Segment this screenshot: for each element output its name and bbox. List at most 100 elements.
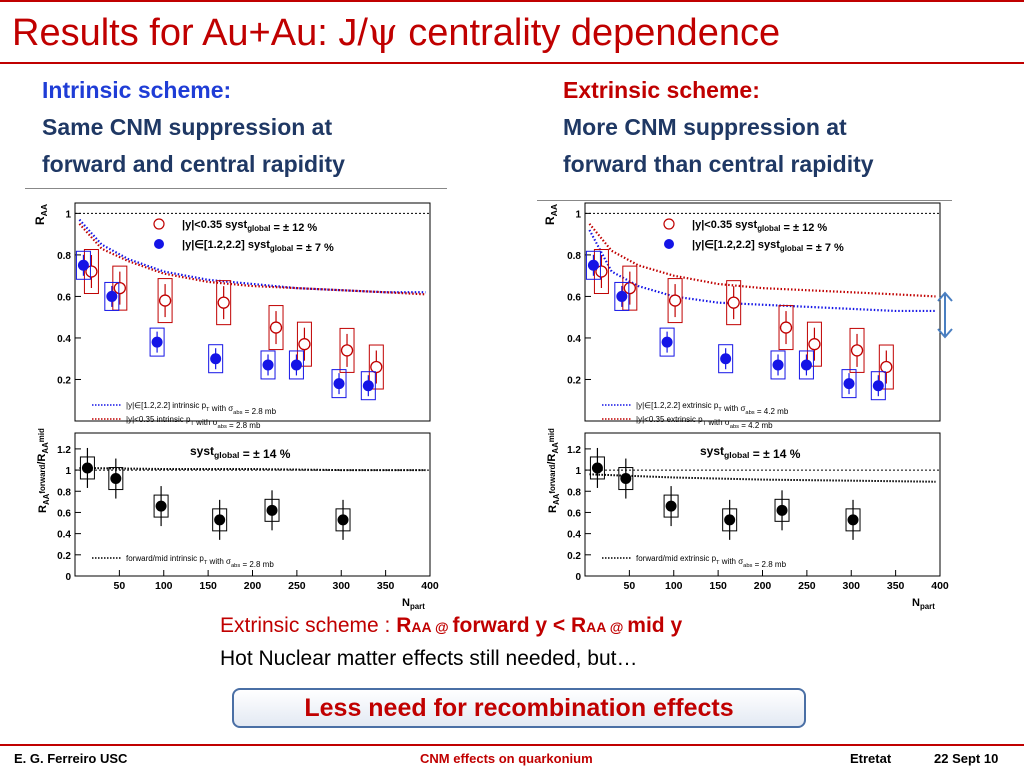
syst-box xyxy=(849,327,865,373)
data-point-forward xyxy=(333,378,345,390)
syst-box xyxy=(208,344,224,374)
y-tick-label: 0.4 xyxy=(57,530,71,541)
title-suffix: centrality dependence xyxy=(397,12,781,54)
legend-marker-forward xyxy=(664,239,674,249)
title-prefix: Results for Au+Au: J/ xyxy=(12,12,368,54)
y-tick-label: 0.2 xyxy=(57,551,71,562)
c-aa2: AA xyxy=(586,619,606,635)
x-tick-label: 250 xyxy=(798,580,816,592)
data-point-ratio xyxy=(847,514,859,526)
x-tick-label: 400 xyxy=(421,580,439,592)
syst-box xyxy=(216,280,232,326)
top-frame xyxy=(74,202,431,422)
x-tick-label: 300 xyxy=(332,580,350,592)
syst-box xyxy=(112,265,128,311)
data-point-ratio xyxy=(620,473,632,485)
data-point-mid xyxy=(298,338,311,351)
syst-box xyxy=(778,305,794,351)
x-tick-label: 100 xyxy=(155,580,173,592)
data-point-mid xyxy=(668,294,682,307)
curve-legend-label: |y|<0.35 intrinsic pT with σabs = 2.8 mb xyxy=(126,415,261,430)
y-axis-label: RAA xyxy=(543,204,559,225)
x-tick-label: 100 xyxy=(665,580,683,592)
syst-box xyxy=(726,280,742,326)
syst-box xyxy=(288,350,304,380)
syst-box xyxy=(806,321,822,367)
data-point-mid xyxy=(217,296,230,309)
syst-box xyxy=(622,265,638,311)
divider-right xyxy=(537,200,952,201)
x-tick-label: 250 xyxy=(288,580,306,592)
syst-box xyxy=(878,344,894,390)
syst-box xyxy=(798,350,814,380)
data-point-forward xyxy=(77,259,89,271)
extrinsic-line2: forward than central rapidity xyxy=(563,151,874,177)
curve-legend-label: |y|∈[1.2,2.2] intrinsic pT with σabs = 2… xyxy=(126,401,277,416)
legend-label: |y|<0.35 systglobal = ± 12 % xyxy=(692,219,827,234)
data-point-forward xyxy=(106,290,118,302)
syst-box xyxy=(368,344,384,390)
data-point-mid xyxy=(808,338,821,351)
syst-box xyxy=(870,371,886,401)
data-point-forward xyxy=(151,336,163,348)
page-title: Results for Au+Au: J/ψ centrality depend… xyxy=(12,10,780,55)
x-tick-label: 200 xyxy=(244,580,262,592)
syst-box xyxy=(659,327,675,357)
x-tick-label: 200 xyxy=(754,580,772,592)
data-point-mid xyxy=(158,294,172,307)
extrinsic-scheme-text: Extrinsic scheme: More CNM suppression a… xyxy=(563,72,874,183)
data-point-forward xyxy=(720,353,732,365)
legend-marker-mid xyxy=(663,218,675,230)
legend-marker-forward xyxy=(154,239,164,249)
c-at2: @ xyxy=(605,619,628,635)
data-point-mid xyxy=(340,344,354,357)
c-aa1: AA xyxy=(411,619,432,635)
data-point-ratio xyxy=(214,514,226,526)
data-point-ratio xyxy=(724,514,736,526)
data-point-ratio xyxy=(776,504,788,516)
ratio-syst-label: systglobal = ± 14 % xyxy=(190,444,291,461)
x-tick-label: 150 xyxy=(709,580,727,592)
ratio-legend-label: forward/mid intrinsic pT with σabs = 2.8… xyxy=(126,554,274,569)
x-axis-label: Npart xyxy=(912,597,935,611)
extrinsic-heading: Extrinsic scheme: xyxy=(563,77,760,103)
y-tick-label: 0.8 xyxy=(567,487,581,498)
footer-place: Etretat xyxy=(850,751,892,766)
intrinsic-line1: Same CNM suppression at xyxy=(42,114,333,140)
data-point-forward xyxy=(262,359,274,371)
data-point-forward xyxy=(772,359,784,371)
x-tick-label: 400 xyxy=(931,580,949,592)
y-tick-label: 0.6 xyxy=(567,508,581,519)
syst-box xyxy=(667,278,683,324)
ratio-syst-label: systglobal = ± 14 % xyxy=(700,444,801,461)
title-psi: ψ xyxy=(367,10,398,54)
data-point-forward xyxy=(872,380,884,392)
data-point-ratio xyxy=(155,500,167,512)
legend-label: |y|∈[1.2,2.2] systglobal = ± 7 % xyxy=(182,239,334,254)
y-tick-label: 0.8 xyxy=(567,251,581,262)
y-tick-label: 0.2 xyxy=(567,375,581,386)
y-axis-label-ratio: RAAforward/RAAmid xyxy=(36,428,51,513)
callout-box: Less need for recombination effects xyxy=(232,688,806,728)
data-point-ratio xyxy=(110,473,122,485)
y-tick-label: 0.4 xyxy=(567,530,581,541)
syst-box xyxy=(268,305,284,351)
legend-label: |y|<0.35 systglobal = ± 12 % xyxy=(182,219,317,234)
data-point-forward xyxy=(290,359,302,371)
ratio-curve xyxy=(589,473,936,483)
c-mid: mid y xyxy=(627,614,683,637)
data-point-forward xyxy=(210,353,222,365)
y-tick-label: 0.2 xyxy=(57,375,71,386)
x-tick-label: 350 xyxy=(377,580,395,592)
data-point-mid xyxy=(113,281,126,295)
data-point-mid xyxy=(595,265,608,278)
curve-mid xyxy=(78,223,426,296)
conclusion-text: Extrinsic scheme : RAA @ forward y < RAA… xyxy=(220,610,682,675)
legend-marker-mid xyxy=(153,218,165,230)
y-tick-label: 1.2 xyxy=(567,445,581,456)
syst-box xyxy=(593,249,609,295)
curve-mid xyxy=(588,223,936,298)
y-tick-label: 1 xyxy=(65,209,71,220)
y-tick-label: 0.8 xyxy=(57,251,71,262)
conclusion-line1: Extrinsic scheme : RAA @ forward y < RAA… xyxy=(220,610,682,643)
